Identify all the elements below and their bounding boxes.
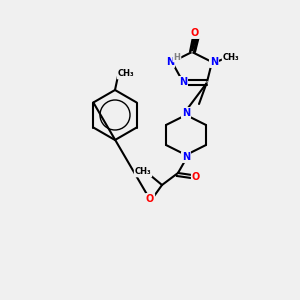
Text: O: O xyxy=(192,172,200,182)
Text: N: N xyxy=(182,152,190,162)
Text: N: N xyxy=(210,57,218,67)
Text: H: H xyxy=(174,52,180,62)
Text: N: N xyxy=(179,77,187,87)
Text: CH₃: CH₃ xyxy=(118,70,134,79)
Text: N: N xyxy=(182,108,190,118)
Text: N: N xyxy=(166,57,174,67)
Text: O: O xyxy=(191,28,199,38)
Text: C: C xyxy=(206,82,208,83)
Text: CH₃: CH₃ xyxy=(223,53,239,62)
Text: O: O xyxy=(146,194,154,204)
Text: CH₃: CH₃ xyxy=(135,167,151,176)
